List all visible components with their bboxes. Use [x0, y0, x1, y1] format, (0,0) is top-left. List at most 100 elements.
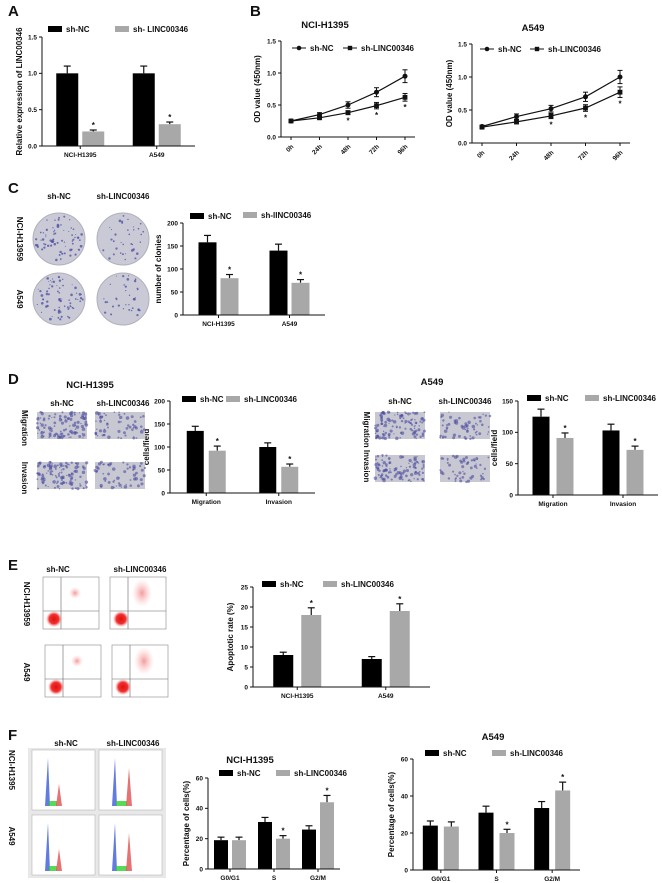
cell	[37, 472, 41, 477]
significance-star: *	[618, 99, 622, 108]
colony	[124, 258, 127, 261]
cell	[413, 458, 417, 462]
colony	[70, 293, 73, 297]
colony	[52, 238, 54, 241]
x-tick-label: A549	[282, 321, 298, 328]
cell	[62, 429, 66, 432]
cell	[75, 425, 80, 429]
cell	[445, 424, 448, 427]
legend-swatch	[585, 395, 599, 401]
cell	[390, 478, 393, 481]
colony	[61, 252, 64, 255]
cell	[414, 470, 417, 474]
colony	[139, 222, 142, 225]
colony	[57, 316, 60, 319]
legend-swatch	[276, 770, 290, 776]
y-tick-label: 1.0	[28, 71, 37, 78]
y-tick-label: 20	[196, 836, 204, 843]
y-tick-label: 0	[244, 684, 248, 691]
cell	[473, 416, 477, 420]
legend-label: sh-LINC00346	[244, 395, 297, 404]
cell	[381, 459, 384, 462]
cell	[409, 412, 412, 415]
cell	[393, 433, 395, 435]
cell	[411, 461, 413, 463]
bar	[208, 450, 226, 493]
plate	[96, 212, 150, 266]
colony	[102, 249, 105, 252]
data-point	[514, 114, 519, 120]
bar	[276, 838, 290, 869]
cell	[475, 463, 477, 465]
colony	[80, 233, 83, 236]
x-tick-label: 96h	[612, 149, 625, 162]
cell	[460, 460, 464, 464]
cell	[56, 480, 59, 483]
cell	[62, 465, 65, 467]
cell	[123, 412, 126, 415]
cell	[74, 487, 77, 490]
cell	[61, 411, 64, 414]
cell	[138, 464, 142, 468]
colony	[70, 248, 73, 251]
cell	[459, 479, 463, 483]
cell	[85, 423, 87, 426]
cell	[404, 419, 408, 423]
legend-swatch	[190, 213, 204, 219]
cell	[105, 414, 107, 417]
cell	[383, 423, 388, 428]
cell	[376, 423, 380, 427]
row-label: Invasion	[20, 462, 29, 495]
cell	[462, 470, 464, 473]
cell	[408, 479, 411, 482]
significance-star: *	[633, 437, 637, 446]
cell	[36, 426, 40, 430]
y-tick-label: 0	[199, 866, 203, 873]
colony	[125, 290, 127, 292]
cell	[413, 425, 416, 428]
significance-star: *	[505, 820, 509, 829]
y-tick-label: 0.0	[267, 134, 276, 141]
colony	[49, 239, 52, 242]
cell	[385, 463, 388, 466]
cell	[441, 424, 444, 427]
cell	[405, 412, 407, 415]
cell	[471, 424, 476, 429]
colony	[108, 257, 111, 260]
cell	[37, 432, 39, 435]
cell	[381, 455, 384, 458]
y-axis-label: Percentage of cells(%)	[387, 771, 396, 857]
y-tick-label: 200	[154, 398, 165, 405]
colony	[55, 258, 58, 262]
panel-label: B	[250, 3, 261, 20]
cell	[51, 463, 54, 465]
cell	[48, 414, 51, 418]
cell	[60, 479, 63, 482]
y-tick-label: 200	[167, 220, 178, 227]
x-tick-label: 48h	[340, 143, 353, 156]
cell	[421, 434, 425, 437]
column-label: sh-NC	[46, 565, 70, 574]
cell	[395, 436, 399, 441]
colony	[78, 249, 80, 251]
bar	[555, 790, 571, 870]
cell	[388, 461, 392, 465]
cell	[384, 431, 388, 435]
cell	[478, 432, 482, 436]
cell	[376, 455, 380, 458]
bar	[291, 282, 310, 315]
cell	[85, 461, 89, 465]
y-axis-label: number of clonies	[154, 234, 163, 303]
colony	[71, 240, 74, 242]
cell	[68, 481, 72, 485]
cell	[82, 487, 85, 490]
chart-title: NCI-H1395	[301, 20, 349, 31]
cell	[440, 413, 445, 418]
colony	[42, 232, 45, 234]
cell	[389, 468, 391, 470]
cell	[401, 471, 405, 475]
cell	[56, 485, 60, 488]
cell	[44, 484, 47, 487]
cell	[68, 436, 70, 439]
significance-star: *	[346, 117, 350, 126]
